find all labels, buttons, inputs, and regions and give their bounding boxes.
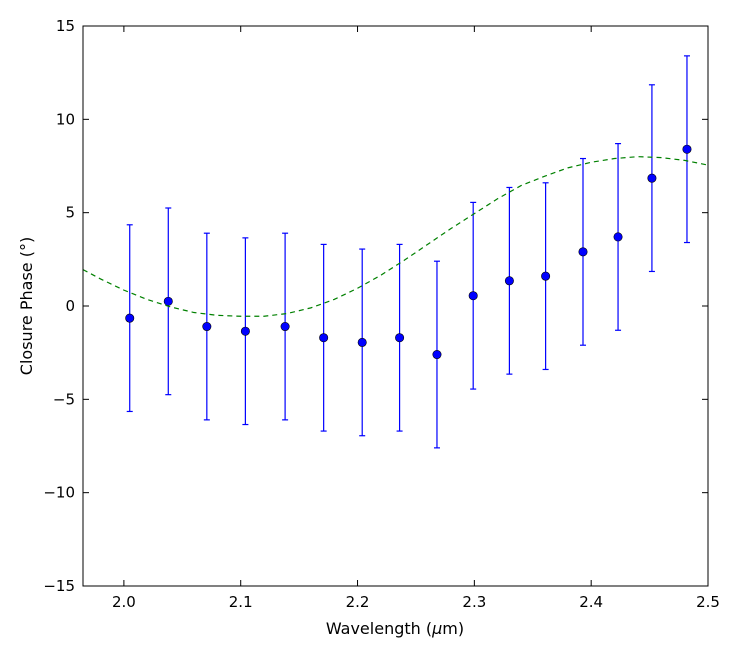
x-tick-label: 2.4 (579, 593, 603, 611)
data-point (578, 247, 588, 257)
axes: 2.0 2.1 2.2 2.3 2.4 2.5 −15 −10 −5 0 5 10 15 (43, 17, 720, 611)
y-tick-label: −15 (43, 577, 75, 595)
data-point (682, 144, 692, 154)
x-tick-label: 2.1 (229, 593, 253, 611)
data-point (468, 291, 478, 301)
data-point (240, 326, 250, 336)
model-curve-dashed-line (83, 156, 708, 317)
y-tick-label: −10 (43, 484, 75, 502)
x-tick-label: 2.0 (112, 593, 136, 611)
x-tick-label: 2.3 (462, 593, 486, 611)
y-tick-label: 10 (56, 110, 75, 128)
y-tick-label: 15 (56, 17, 75, 35)
data-point (280, 322, 290, 332)
data-point (504, 276, 514, 286)
y-tick-label: 5 (65, 204, 75, 222)
data-point (357, 337, 367, 347)
plot-area (83, 55, 708, 449)
data-point (319, 333, 329, 343)
x-axis-label: Wavelength (μm) (326, 619, 464, 638)
data-point (613, 232, 623, 242)
data-layer (83, 55, 708, 449)
y-axis-label: Closure Phase (°) (17, 237, 36, 375)
y-tick-label: 0 (65, 297, 75, 315)
data-point (395, 333, 405, 343)
x-tick-label: 2.2 (346, 593, 370, 611)
data-point (163, 296, 173, 306)
data-point (541, 271, 551, 281)
data-point (125, 313, 135, 323)
data-point (432, 350, 442, 360)
data-point (647, 173, 657, 183)
x-tick-label: 2.5 (696, 593, 720, 611)
data-point (202, 322, 212, 332)
y-tick-label: −5 (53, 390, 75, 408)
